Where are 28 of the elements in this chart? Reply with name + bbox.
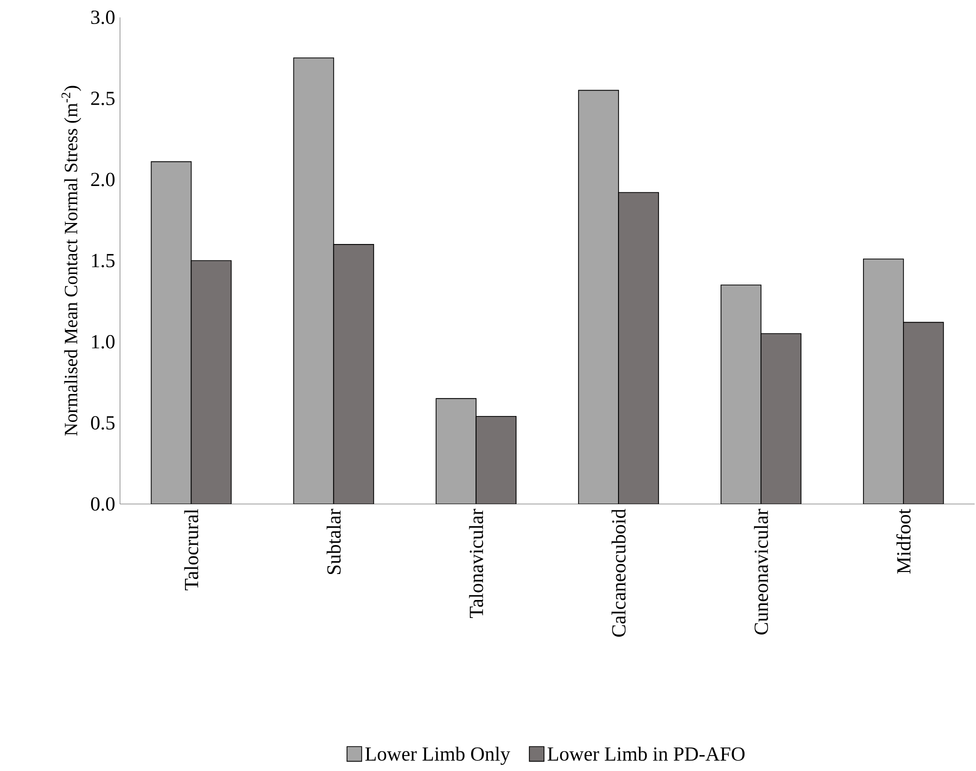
bar [333, 244, 374, 504]
x-tick-label: Cuneonavicular [754, 509, 768, 635]
bar [476, 416, 517, 504]
x-tick-label: Talonavicular [469, 509, 484, 618]
y-tick-label: 2.0 [91, 172, 115, 187]
y-tick-label: 0.5 [91, 416, 115, 430]
y-tick-label: 1.5 [92, 254, 115, 268]
bar [293, 58, 334, 504]
bar [903, 322, 944, 504]
bar [578, 90, 619, 504]
bar [150, 161, 192, 504]
x-tick-label: Subtalar [326, 509, 341, 574]
y-tick-label: 3.0 [91, 10, 115, 24]
x-tick-label: Midfoot [896, 508, 911, 574]
y-tick-label: 1.0 [92, 335, 115, 349]
bar [436, 398, 477, 504]
x-tick-label: Calcaneocuboid [612, 509, 626, 637]
legend-label: Lower Limb in PD-AFO [548, 746, 745, 761]
bar [863, 258, 904, 504]
legend-label: Lower Limb Only [365, 746, 510, 766]
bar [190, 260, 232, 504]
y-axis-title: Normalised Mean Contact Normal Stress (m$^{-2}$) [62, 86, 82, 436]
bar [618, 192, 659, 504]
y-tick-label: 2.5 [91, 92, 115, 106]
y-tick-label: 0.0 [91, 497, 115, 511]
x-tick-label: Talocrural [184, 509, 198, 590]
bar [760, 333, 802, 504]
bar [720, 284, 762, 504]
